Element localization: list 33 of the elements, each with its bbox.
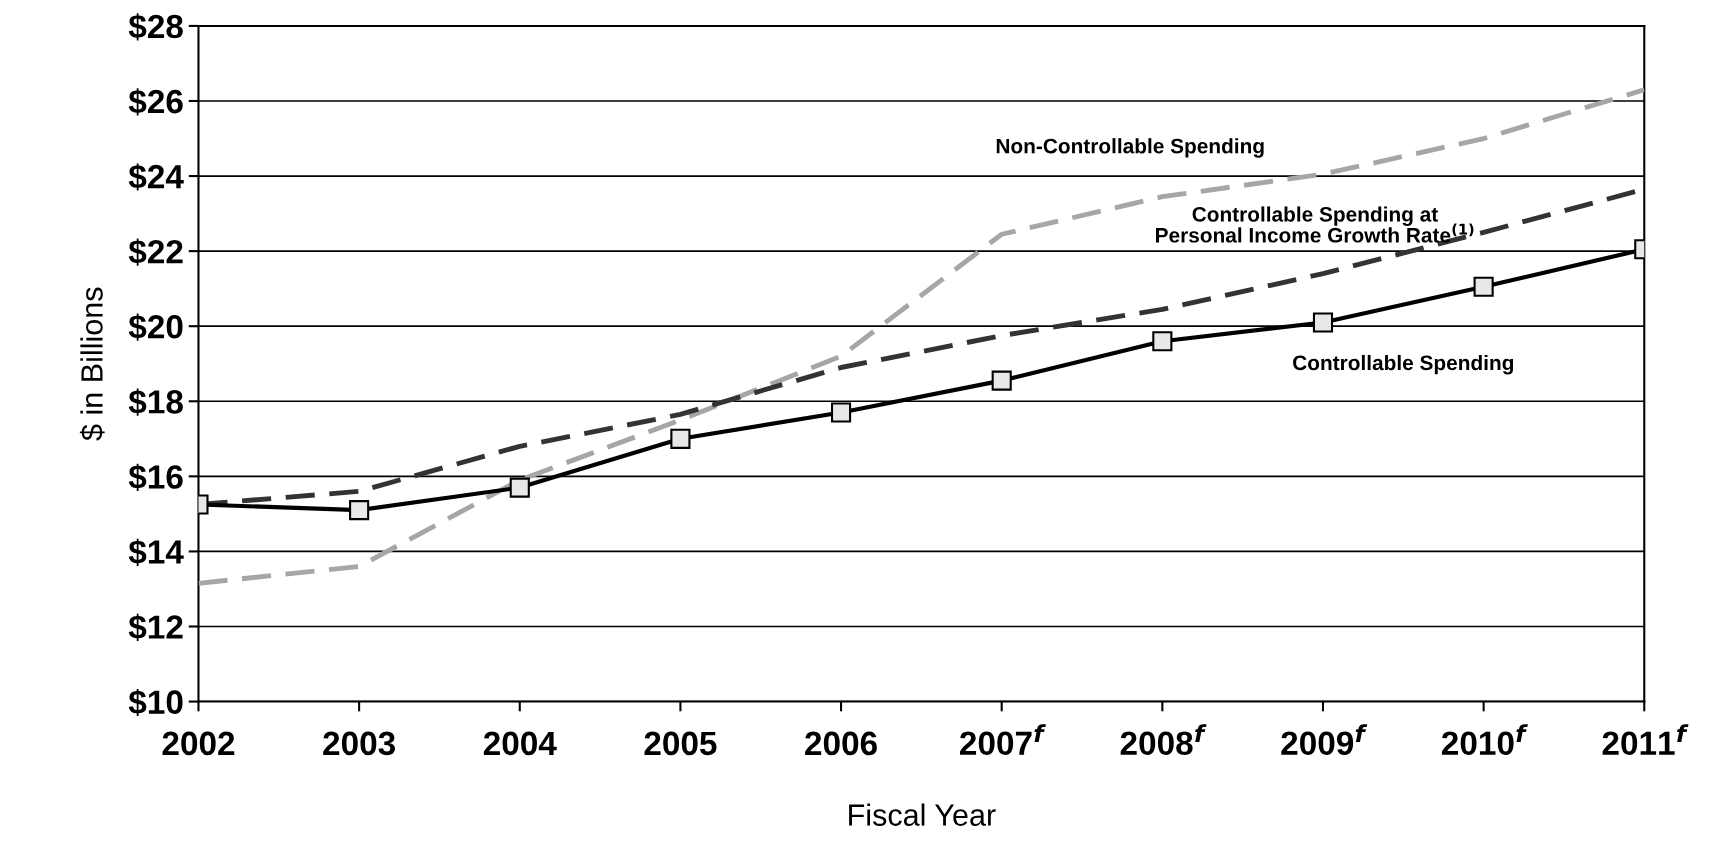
y-tick-label: $12 (128, 613, 183, 642)
point (509, 477, 530, 498)
point (1473, 276, 1494, 297)
x-tick-label: 2011$^{f}$ (1602, 724, 1689, 756)
x-tick-label: 2010$^{f}$ (1441, 724, 1528, 756)
point (349, 500, 370, 521)
x-tick-label: 2002 (162, 731, 235, 756)
x-tick-label: 2007$^{f}$ (960, 724, 1046, 756)
series-label: Controllable Spending at Personal Income Growth Rate$^{(1)}$ (1156, 206, 1474, 243)
y-tick-label: $10 (128, 688, 183, 717)
y-tick-label: $14 (128, 538, 184, 566)
point (1152, 331, 1173, 352)
series-label: Non-Controllable Spending (996, 138, 1264, 158)
y-tick-label: $18 (128, 388, 183, 416)
y-tick-label: $26 (128, 88, 183, 116)
x-axis-title: Fiscal Year (849, 803, 996, 826)
series-label: Controllable Spending (1293, 354, 1514, 375)
y-tick-label: $24 (128, 163, 184, 191)
point (830, 402, 852, 423)
point (670, 428, 691, 449)
point (991, 370, 1012, 391)
y-tick-label: $22 (128, 238, 183, 266)
y-tick-label: $28 (128, 13, 183, 41)
x-tick-label: 2004 (483, 731, 557, 756)
x-tick-label: 2005 (644, 731, 717, 756)
y-tick-label: $20 (128, 313, 183, 341)
x-tick-label: 2009$^{f}$ (1281, 724, 1368, 756)
x-tick-label: 2006 (805, 731, 877, 756)
y-axis-title: $ in Billions (79, 287, 105, 441)
x-tick-label: 2003 (323, 731, 395, 756)
x-tick-label: 2008$^{f}$ (1120, 724, 1207, 756)
point (1312, 312, 1334, 333)
y-tick-label: $16 (128, 463, 183, 491)
